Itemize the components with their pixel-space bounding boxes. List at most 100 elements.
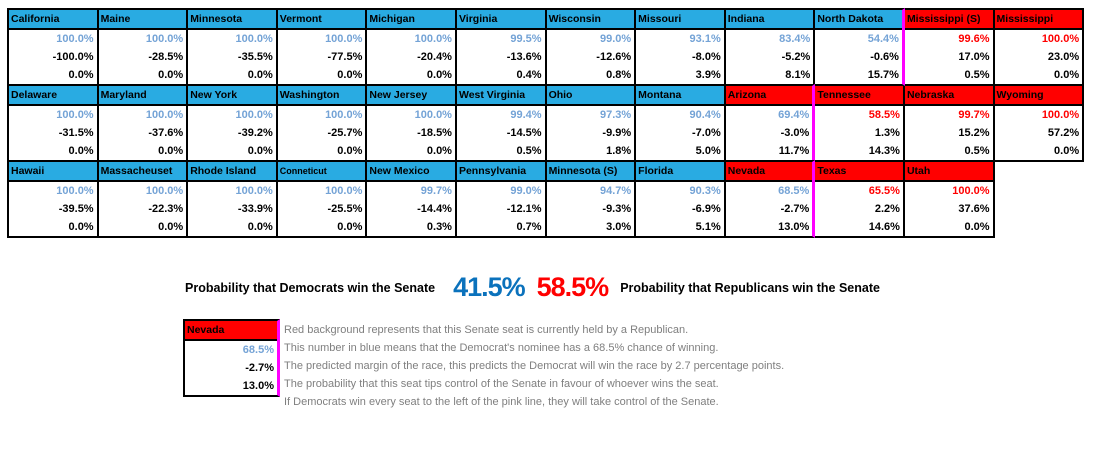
tipping-probability-value: 0.0%: [426, 145, 452, 157]
predicted-margin-value: 17.0%: [958, 51, 990, 63]
state-cell: Maine 100.0% -28.5% 0.0%: [96, 8, 189, 86]
win-probability-value: 83.4%: [779, 33, 811, 45]
win-probability-value: 90.3%: [689, 185, 721, 197]
tipping-probability-value: 0.0%: [247, 221, 273, 233]
win-probability-value: 100.0%: [145, 185, 184, 197]
win-probability-value: 100.0%: [1041, 109, 1080, 121]
state-cell: Conneticut 100.0% -25.5% 0.0%: [275, 160, 368, 238]
predicted-margin-value: 1.3%: [874, 127, 900, 139]
state-name-header: West Virginia: [456, 86, 545, 106]
state-name-header: Massacheuset: [98, 162, 187, 182]
state-name-header: Montana: [636, 86, 724, 106]
predicted-margin-value: -12.1%: [506, 203, 542, 215]
predicted-margin-value: -100.0%: [52, 51, 94, 63]
state-name-header: Vermont: [277, 10, 366, 30]
tipping-probability-value: 0.3%: [426, 221, 452, 233]
senate-control-summary: Probability that Democrats win the Senat…: [185, 272, 1100, 303]
tipping-probability-value: 3.0%: [606, 221, 632, 233]
tipping-probability-value: 14.6%: [868, 221, 900, 233]
tipping-probability-value: 0.8%: [606, 69, 632, 81]
state-cell: Nebraska 99.7% 15.2% 0.5%: [902, 84, 995, 162]
tipping-probability-value: 0.4%: [516, 69, 542, 81]
legend-line: If Democrats win every seat to the left …: [284, 396, 719, 408]
state-cell-pink-control-line: Arizona 69.4% -3.0% 11.7%: [723, 84, 816, 162]
win-probability-value: 100.0%: [325, 33, 363, 45]
win-probability-value: 99.6%: [958, 33, 990, 45]
state-cell: New Mexico 99.7% -14.4% 0.3%: [365, 160, 457, 238]
tipping-probability-value: 0.0%: [337, 145, 363, 157]
state-name-header: Nebraska: [904, 86, 993, 106]
predicted-margin-value: -12.6%: [596, 51, 632, 63]
win-probability-value: 99.7%: [958, 109, 990, 121]
state-cell: Utah 100.0% 37.6% 0.0%: [902, 160, 995, 238]
predicted-margin-value: 2.2%: [874, 203, 900, 215]
win-probability-value: 100.0%: [235, 33, 273, 45]
state-name-header: California: [9, 10, 97, 30]
state-cell: Florida 90.3% -6.9% 5.1%: [634, 160, 726, 238]
tipping-probability-value: 0.0%: [68, 145, 94, 157]
state-cell-pink-control-line: North Dakota 54.4% -0.6% 15.7%: [813, 8, 905, 86]
state-name-header: Nevada: [725, 162, 813, 182]
grid-row: Delaware 100.0% -31.5% 0.0% Maryland 100…: [7, 84, 1100, 162]
tipping-probability-value: 0.0%: [68, 69, 94, 81]
senate-probability-grid: California 100.0% -100.0% 0.0% Maine 100…: [7, 8, 1100, 238]
dem-senate-probability: 41.5%: [453, 272, 526, 302]
state-name-header: Delaware: [9, 86, 97, 106]
state-name-header: Maryland: [98, 86, 187, 106]
grid-row: Hawaii 100.0% -39.5% 0.0% Massacheuset 1…: [7, 160, 1100, 238]
win-probability-value: 99.5%: [510, 33, 542, 45]
predicted-margin-value: -2.7%: [780, 203, 810, 215]
state-cell: New Jersey 100.0% -18.5% 0.0%: [365, 84, 457, 162]
win-probability-value: 94.7%: [599, 185, 632, 197]
rep-senate-probability: 58.5%: [536, 272, 610, 302]
state-name-header: New York: [188, 86, 276, 106]
win-probability-value: 99.4%: [510, 109, 542, 121]
predicted-margin-value: -9.9%: [602, 127, 632, 139]
win-probability-value: 100.0%: [414, 33, 452, 45]
state-name-header: Utah: [904, 162, 993, 182]
predicted-margin-value: -33.9%: [237, 203, 273, 215]
predicted-margin-value: -25.5%: [327, 203, 363, 215]
predicted-margin-value: -39.5%: [58, 203, 94, 215]
state-cell: Minnesota 100.0% -35.5% 0.0%: [186, 8, 278, 86]
predicted-margin-value: -6.9%: [692, 203, 721, 215]
state-name-header: Rhode Island: [188, 162, 276, 182]
tipping-probability-value: 0.0%: [247, 69, 273, 81]
state-name-header: New Jersey: [367, 86, 455, 106]
tipping-probability-value: 0.0%: [247, 145, 273, 157]
legend-predicted-margin-value: -2.7%: [245, 362, 274, 374]
state-name-header: Florida: [636, 162, 724, 182]
tipping-probability-value: 0.0%: [158, 145, 184, 157]
state-name-header: Minnesota (S): [546, 162, 635, 182]
tipping-probability-value: 14.3%: [868, 145, 900, 157]
state-cell: Pennsylvania 99.0% -12.1% 0.7%: [454, 160, 547, 238]
state-name-header: Washington: [277, 86, 366, 106]
state-cell: Minnesota (S) 94.7% -9.3% 3.0%: [544, 160, 637, 238]
predicted-margin-value: -20.4%: [417, 51, 452, 63]
grid-row: California 100.0% -100.0% 0.0% Maine 100…: [7, 8, 1100, 86]
predicted-margin-value: -0.6%: [870, 51, 899, 63]
win-probability-value: 100.0%: [145, 33, 184, 45]
legend-win-probability-value: 68.5%: [242, 344, 274, 356]
state-name-header: Arizona: [725, 86, 813, 106]
tipping-probability-value: 0.0%: [158, 221, 184, 233]
win-probability-value: 99.0%: [599, 33, 632, 45]
tipping-probability-value: 0.0%: [337, 221, 363, 233]
legend-example-cell: Nevada 68.5% -2.7% 13.0%: [183, 319, 280, 397]
state-name-header: Ohio: [546, 86, 635, 106]
predicted-margin-value: -5.2%: [781, 51, 811, 63]
state-cell: West Virginia 99.4% -14.5% 0.5%: [454, 84, 547, 162]
predicted-margin-value: 57.2%: [1047, 127, 1080, 139]
state-name-header: Wyoming: [994, 86, 1083, 106]
win-probability-value: 58.5%: [868, 109, 900, 121]
state-cell: New York 100.0% -39.2% 0.0%: [186, 84, 278, 162]
win-probability-value: 100.0%: [235, 185, 273, 197]
state-name-header: Indiana: [725, 10, 814, 30]
win-probability-value: 100.0%: [145, 109, 184, 121]
tipping-probability-value: 8.1%: [785, 69, 811, 81]
state-name-header: Hawaii: [9, 162, 97, 182]
state-cell: Texas 65.5% 2.2% 14.6%: [813, 160, 905, 238]
tipping-probability-value: 0.0%: [68, 221, 94, 233]
win-probability-value: 100.0%: [235, 109, 273, 121]
win-probability-value: 97.3%: [599, 109, 632, 121]
